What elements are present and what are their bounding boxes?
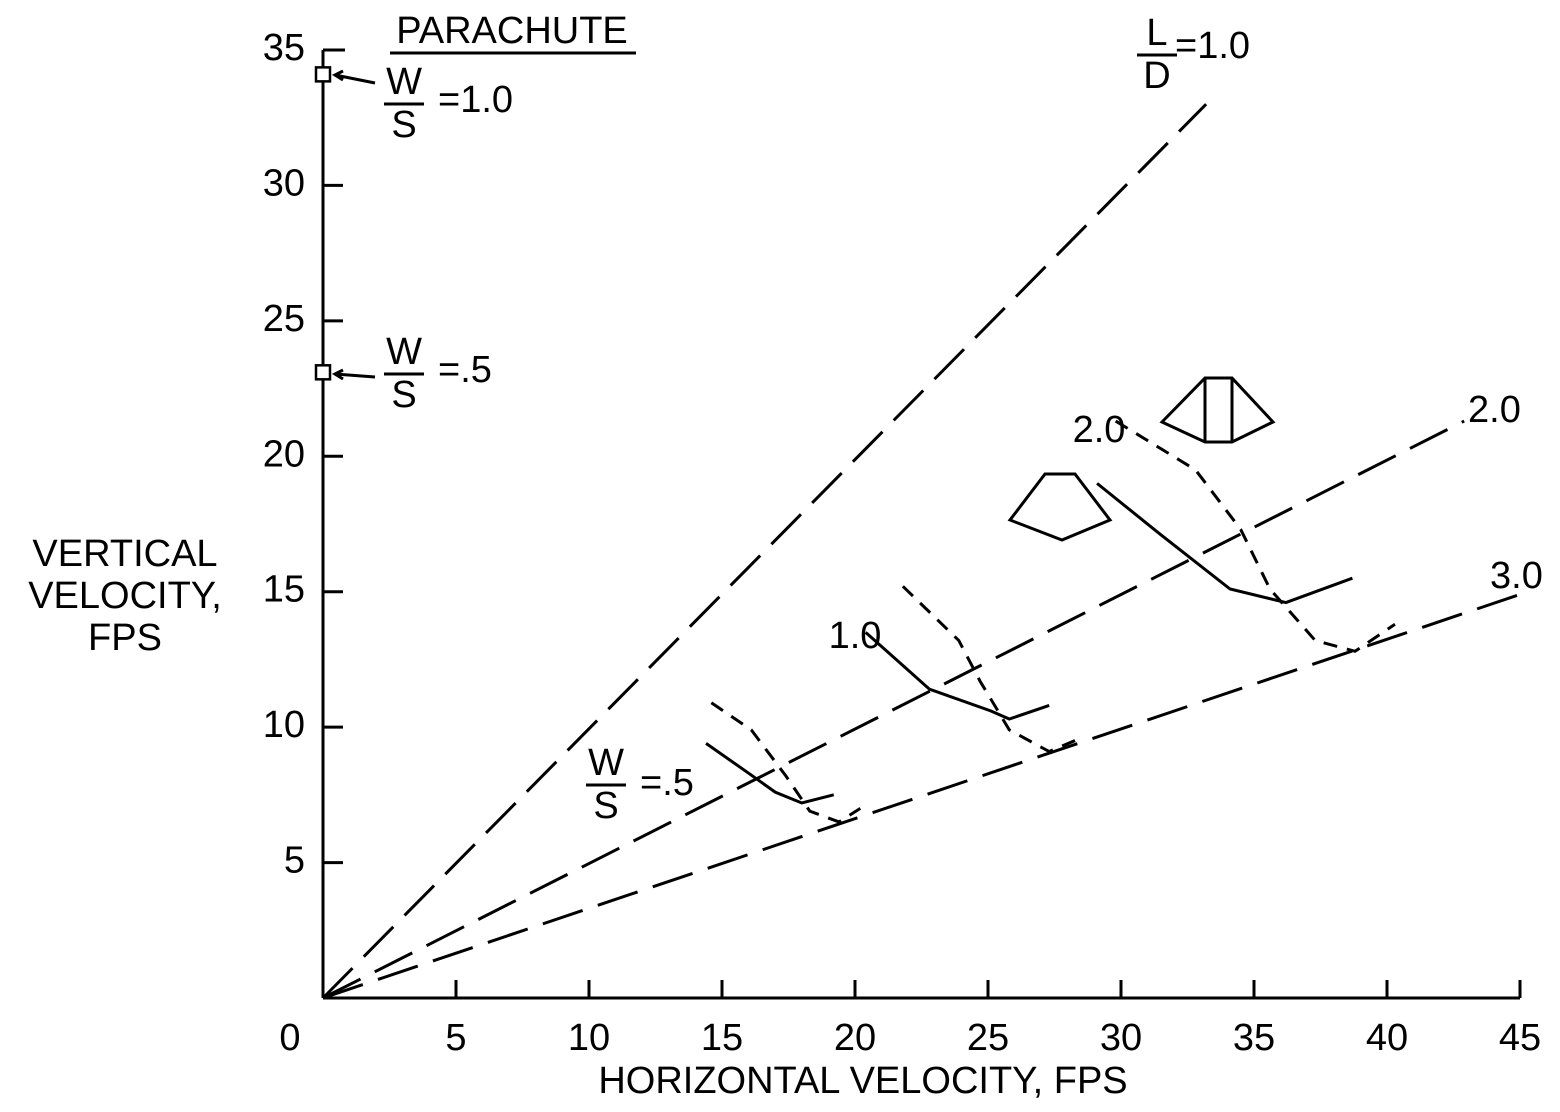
fraction-numerator: W bbox=[386, 331, 422, 373]
y-tick-label: 15 bbox=[263, 569, 305, 611]
y-tick-label: 5 bbox=[284, 840, 305, 882]
parachute-label: =1.0 bbox=[438, 79, 513, 121]
fraction-denominator: S bbox=[391, 104, 416, 146]
x-tick-label: 30 bbox=[1100, 1017, 1142, 1059]
y-tick-label: 25 bbox=[263, 298, 305, 340]
parachute-point bbox=[316, 365, 330, 379]
ld-line bbox=[323, 421, 1464, 998]
parachute-point bbox=[316, 67, 330, 81]
fraction-numerator: L bbox=[1146, 12, 1167, 54]
fraction-denominator: D bbox=[1143, 55, 1170, 97]
curve-label: 2.0 bbox=[1073, 409, 1126, 451]
y-tick-label: 35 bbox=[263, 27, 305, 69]
curve-label: 1.0 bbox=[829, 615, 882, 657]
x-tick-label: 15 bbox=[701, 1017, 743, 1059]
x-tick-label: 40 bbox=[1366, 1017, 1408, 1059]
y-axis-label: VERTICAL bbox=[32, 533, 217, 575]
x-tick-label: 35 bbox=[1233, 1017, 1275, 1059]
fraction-numerator: W bbox=[386, 61, 422, 103]
chart: HORIZONTAL VELOCITY, FPS VERTICAL VELOCI… bbox=[0, 0, 1560, 1112]
curve-dashed bbox=[903, 586, 1081, 751]
arrow bbox=[335, 370, 375, 379]
ld-line bbox=[323, 594, 1520, 998]
y-tick-label: 30 bbox=[263, 162, 305, 204]
parachute-label: =.5 bbox=[438, 349, 492, 391]
arrow bbox=[335, 71, 375, 83]
x-tick-label: 0 bbox=[279, 1017, 300, 1059]
y-tick-label: 20 bbox=[263, 433, 305, 475]
x-tick-label: 5 bbox=[445, 1017, 466, 1059]
shape-icon bbox=[1162, 378, 1273, 442]
x-tick-label: 45 bbox=[1499, 1017, 1541, 1059]
y-tick-label: 10 bbox=[263, 704, 305, 746]
parachute-title: PARACHUTE bbox=[396, 10, 628, 52]
x-tick-label: 20 bbox=[834, 1017, 876, 1059]
fraction-denominator: S bbox=[593, 785, 618, 827]
y-axis-label: FPS bbox=[88, 617, 162, 659]
x-axis-label: HORIZONTAL VELOCITY, FPS bbox=[598, 1060, 1127, 1102]
ld-line bbox=[323, 104, 1206, 998]
fraction-denominator: S bbox=[391, 374, 416, 416]
fraction-numerator: W bbox=[588, 742, 624, 784]
curve-dashed bbox=[1116, 421, 1395, 651]
shape-icon bbox=[1010, 474, 1110, 540]
line-label: =1.0 bbox=[1175, 25, 1250, 67]
line-label: 3.0 bbox=[1490, 555, 1543, 597]
x-tick-label: 10 bbox=[568, 1017, 610, 1059]
line-label: 2.0 bbox=[1468, 389, 1521, 431]
x-tick-label: 25 bbox=[967, 1017, 1009, 1059]
y-axis-label: VELOCITY, bbox=[28, 575, 222, 617]
curve-label: =.5 bbox=[640, 762, 694, 804]
